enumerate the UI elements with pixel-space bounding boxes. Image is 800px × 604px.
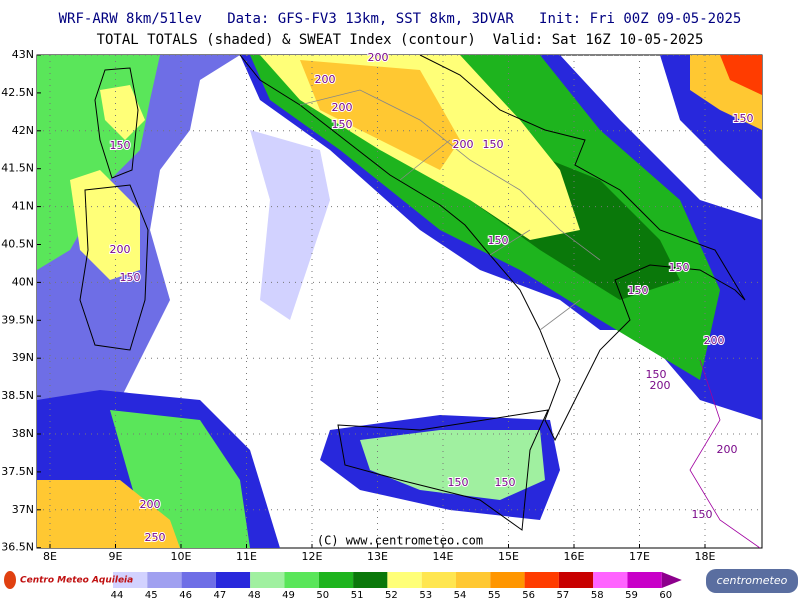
logo-icon xyxy=(4,571,16,589)
lat-label: 42.5N xyxy=(1,86,34,99)
contour-label: 150 xyxy=(692,508,713,521)
logo-right: centrometeo xyxy=(717,574,788,587)
contour-label: 150 xyxy=(733,112,754,125)
axes: 43N 42.5N 42N 41.5N 41N 40.5N 40N 39.5N 39N 38.5N… xyxy=(1,48,715,563)
legend-swatch xyxy=(387,572,422,588)
header-line: WRF-ARW 8km/51lev Data: GFS-FV3 13km, SS… xyxy=(59,11,742,27)
lat-label: 39N xyxy=(12,351,34,364)
lon-label: 11E xyxy=(236,550,257,563)
contour-label: 200 xyxy=(717,443,738,456)
lat-label: 42N xyxy=(12,124,34,137)
contour-label: 150 xyxy=(669,261,690,274)
legend-swatch xyxy=(558,572,594,588)
legend-swatch xyxy=(113,572,148,588)
lon-label: 17E xyxy=(629,550,650,563)
legend-level: 55 xyxy=(488,590,501,600)
legend-level: 44 xyxy=(111,590,124,600)
legend-swatch xyxy=(421,572,456,588)
contour-label: 150 xyxy=(110,139,131,152)
contour-label: 150 xyxy=(448,476,469,489)
contour-label: 150 xyxy=(628,284,649,297)
lat-label: 36.5N xyxy=(1,541,34,554)
logo-right-bg xyxy=(706,569,798,593)
legend-swatch xyxy=(593,572,628,588)
lat-label: 40N xyxy=(12,275,34,288)
lat-label: 43N xyxy=(12,48,34,61)
lon-label: 12E xyxy=(302,550,323,563)
legend-swatch xyxy=(627,572,662,588)
legend-swatch xyxy=(284,572,319,588)
legend-swatch xyxy=(353,572,388,588)
lon-label: 14E xyxy=(433,550,454,563)
lat-label: 38N xyxy=(12,427,34,440)
header-line: TOTAL TOTALS (shaded) & SWEAT Index (con… xyxy=(97,32,704,48)
legend-level: 51 xyxy=(351,590,364,600)
color-legend: 44 45 46 47 48 49 50 51 52 53 54 55 56 57 58 59 60 xyxy=(111,572,682,601)
contour-label: 150 xyxy=(120,271,141,284)
legend-level: 46 xyxy=(179,590,192,600)
lat-label: 39.5N xyxy=(1,313,34,326)
legend-level: 58 xyxy=(591,590,604,600)
legend-swatch xyxy=(318,572,354,588)
contour-label: 250 xyxy=(145,531,166,544)
contour-label: 150 xyxy=(488,234,509,247)
lon-label: 18E xyxy=(695,550,716,563)
legend-level: 52 xyxy=(385,590,398,600)
legend-level: 54 xyxy=(454,590,467,600)
lon-label: 13E xyxy=(367,550,388,563)
legend-swatch xyxy=(524,572,559,588)
watermark: (C) www.centrometeo.com xyxy=(317,534,483,548)
contour-label: 200 xyxy=(140,498,161,511)
legend-arrow xyxy=(661,572,682,588)
lon-label: 16E xyxy=(564,550,585,563)
shading xyxy=(37,55,762,548)
legend-swatch xyxy=(490,572,525,588)
contour-label: 150 xyxy=(646,368,667,381)
lon-label: 9E xyxy=(109,550,123,563)
legend-swatch xyxy=(181,572,216,588)
legend-level: 53 xyxy=(419,590,432,600)
coastlines xyxy=(79,55,761,548)
contour-label: 200 xyxy=(110,243,131,256)
legend-level: 47 xyxy=(214,590,227,600)
legend-level: 45 xyxy=(145,590,158,600)
logo-left: Centro Meteo Aquileia xyxy=(20,576,133,586)
contour-labels: 200 200 200 150 200 150 150 200 150 150 … xyxy=(109,50,755,545)
legend-level: 50 xyxy=(316,590,329,600)
contour-label: 200 xyxy=(368,51,389,64)
legend-level: 59 xyxy=(625,590,638,600)
legend-swatch xyxy=(215,572,251,588)
graticule xyxy=(37,55,762,548)
contour-label: 200 xyxy=(453,138,474,151)
lon-label: 8E xyxy=(43,550,57,563)
legend-level: 56 xyxy=(522,590,535,600)
contour-label: 150 xyxy=(483,138,504,151)
legend-level: 49 xyxy=(282,590,295,600)
legend-level: 57 xyxy=(557,590,570,600)
contour-label: 200 xyxy=(650,379,671,392)
lat-label: 38.5N xyxy=(1,389,34,402)
contour-label: 200 xyxy=(332,101,353,114)
lat-label: 40.5N xyxy=(1,238,34,251)
contour-label: 150 xyxy=(495,476,516,489)
lon-label: 15E xyxy=(498,550,519,563)
legend-level: 60 xyxy=(659,590,672,600)
contour-label: 150 xyxy=(332,118,353,131)
legend-level: 48 xyxy=(248,590,261,600)
legend-swatch xyxy=(147,572,182,588)
lon-label: 10E xyxy=(171,550,192,563)
lat-label: 41.5N xyxy=(1,162,34,175)
legend-swatch xyxy=(456,572,491,588)
lat-label: 37.5N xyxy=(1,465,34,478)
contour-label: 200 xyxy=(704,334,725,347)
contour-label: 200 xyxy=(315,73,336,86)
legend-swatch xyxy=(250,572,285,588)
lat-label: 37N xyxy=(12,503,34,516)
lat-label: 41N xyxy=(12,200,34,213)
